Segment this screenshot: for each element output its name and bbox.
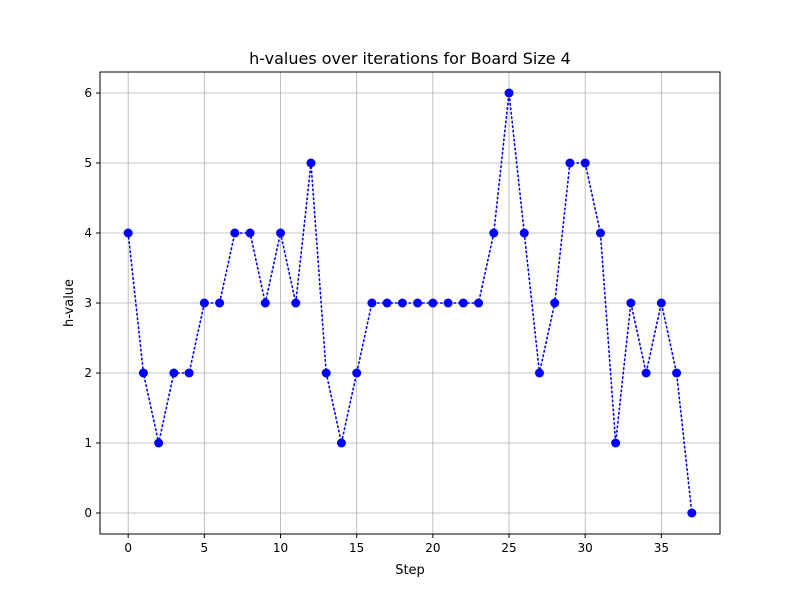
data-point (489, 228, 499, 238)
data-point (199, 298, 209, 308)
data-point (656, 298, 666, 308)
y-tick-label: 4 (84, 226, 92, 240)
data-point (595, 228, 605, 238)
x-tick-label: 30 (578, 541, 593, 555)
data-point (519, 228, 529, 238)
x-tick-label: 25 (501, 541, 516, 555)
data-point (336, 438, 346, 448)
data-point (367, 298, 377, 308)
series-line (127, 92, 693, 514)
x-tick-label: 35 (654, 541, 669, 555)
data-point (580, 158, 590, 168)
data-point (169, 368, 179, 378)
data-point (321, 368, 331, 378)
x-tick-label: 15 (349, 541, 364, 555)
data-point (611, 438, 621, 448)
data-point (245, 228, 255, 238)
data-point (276, 228, 286, 238)
x-tick-label: 0 (124, 541, 132, 555)
data-point (550, 298, 560, 308)
y-tick-label: 6 (84, 86, 92, 100)
data-point (397, 298, 407, 308)
data-point (626, 298, 636, 308)
series-h-value (123, 88, 697, 518)
x-tick-label: 20 (425, 541, 440, 555)
data-point (641, 368, 651, 378)
y-axis-ticks: 0 1 2 3 4 5 6 (84, 86, 100, 520)
data-point (215, 298, 225, 308)
data-point (184, 368, 194, 378)
data-point (230, 228, 240, 238)
y-tick-label: 5 (84, 156, 92, 170)
data-point (291, 298, 301, 308)
x-axis-label: Step (395, 563, 425, 578)
data-point (352, 368, 362, 378)
data-point (138, 368, 148, 378)
x-tick-label: 5 (201, 541, 209, 555)
y-axis-label: h-value (62, 279, 77, 327)
data-point (687, 508, 697, 518)
data-point (443, 298, 453, 308)
data-point (306, 158, 316, 168)
data-point (474, 298, 484, 308)
data-point (565, 158, 575, 168)
y-tick-label: 3 (84, 296, 92, 310)
y-tick-label: 2 (84, 366, 92, 380)
data-point (428, 298, 438, 308)
y-tick-label: 0 (84, 506, 92, 520)
data-point (534, 368, 544, 378)
x-axis-ticks: 0 5 10 15 20 25 30 35 (124, 534, 669, 555)
data-point (458, 298, 468, 308)
data-point (154, 438, 164, 448)
data-point (413, 298, 423, 308)
chart-title: h-values over iterations for Board Size … (249, 49, 571, 68)
x-tick-label: 10 (273, 541, 288, 555)
y-tick-label: 1 (84, 436, 92, 450)
data-point (672, 368, 682, 378)
data-point (123, 228, 133, 238)
data-point (382, 298, 392, 308)
data-point (504, 88, 514, 98)
data-point (260, 298, 270, 308)
